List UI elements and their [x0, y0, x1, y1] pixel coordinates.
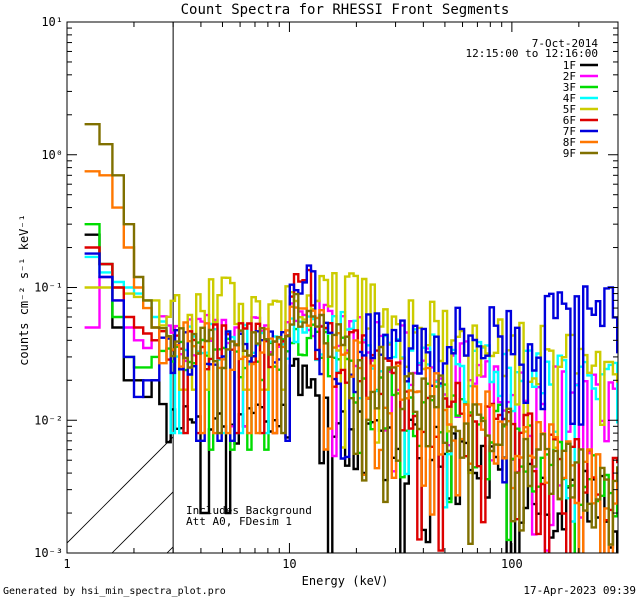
legend-label-8F: 8F	[563, 136, 576, 149]
annotation-background: Includes Background	[186, 504, 312, 517]
axes: 1 10 100 10¹ 10⁰ 10⁻¹ 10⁻² 10⁻³	[34, 15, 619, 571]
date-label: 7-Oct-2014	[532, 37, 599, 50]
series-group	[84, 123, 618, 553]
x-tick-label: 1	[63, 557, 70, 571]
legend-label-7F: 7F	[563, 125, 576, 138]
series-line-6F	[84, 246, 618, 553]
legend-label-5F: 5F	[563, 103, 576, 116]
footer-timestamp: 17-Apr-2023 09:39	[523, 584, 636, 597]
series-line-8F	[84, 170, 618, 553]
legend-label-3F: 3F	[563, 81, 576, 94]
y-tick-label: 10⁻¹	[34, 281, 63, 295]
legend-label-1F: 1F	[563, 59, 576, 72]
x-tick-label: 10	[282, 557, 296, 571]
series-line-7F	[84, 252, 618, 484]
legend-label-4F: 4F	[563, 92, 576, 105]
legend-label-9F: 9F	[563, 147, 576, 160]
hatched-region	[67, 436, 174, 553]
x-axis-label: Energy (keV)	[302, 574, 389, 588]
y-tick-label: 10⁻³	[34, 546, 63, 560]
y-tick-label: 10¹	[41, 15, 63, 29]
series-line-9F	[84, 123, 618, 546]
series-line-4F	[84, 255, 618, 523]
y-tick-label: 10⁰	[41, 148, 63, 162]
series-line-1F	[84, 233, 618, 553]
legend-label-6F: 6F	[563, 114, 576, 127]
chart-title: Count Spectra for RHESSI Front Segments	[181, 2, 510, 18]
time-range-label: 12:15:00 to 12:16:00	[466, 47, 598, 60]
x-tick-label: 100	[501, 557, 523, 571]
legend-label-2F: 2F	[563, 70, 576, 83]
footer-generated-by: Generated by hsi_min_spectra_plot.pro	[3, 586, 226, 597]
y-tick-label: 10⁻²	[34, 413, 63, 427]
series-line-2F	[84, 275, 618, 552]
hatch-line	[67, 436, 174, 544]
series-line-5F	[84, 272, 618, 475]
annotation-attenuator: Att A0, FDesim 1	[186, 515, 292, 528]
y-axis-label: counts cm⁻² s⁻¹ keV⁻¹	[17, 214, 31, 366]
